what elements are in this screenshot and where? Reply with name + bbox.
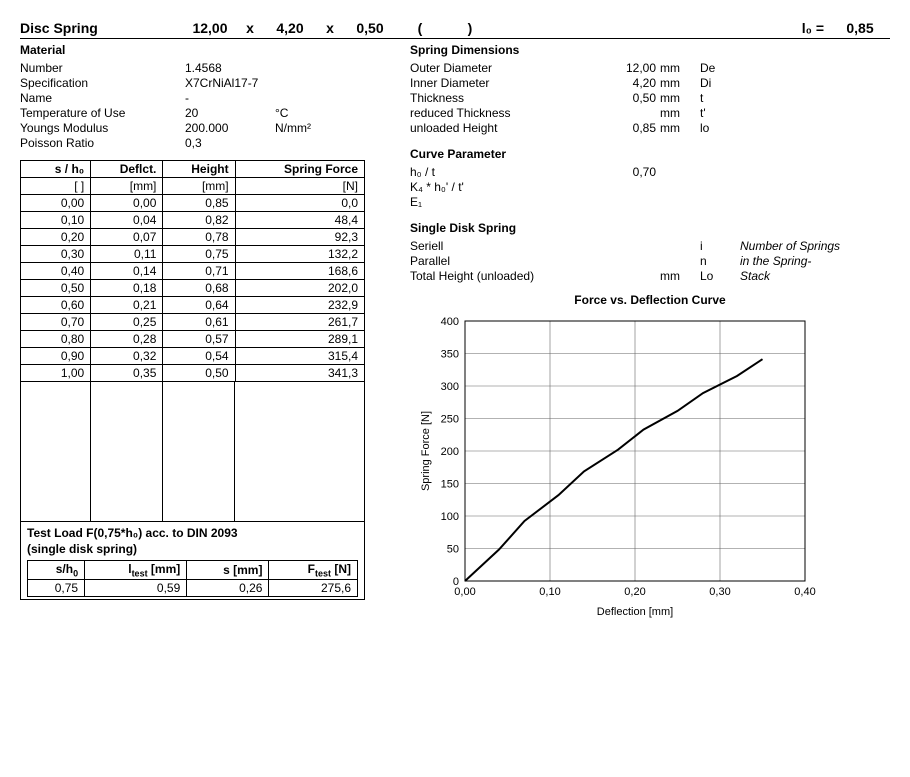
svg-text:350: 350 [441,349,459,361]
material-row: Number1.4568 [20,61,380,75]
dim-row: Thickness0,50mmt [410,91,890,105]
single-row: Parallelnin the Spring- [410,254,890,268]
material-title: Material [20,43,380,57]
hdr-parenl: ( [395,20,445,36]
svg-text:100: 100 [441,511,459,523]
hdr-io-val: 0,85 [830,20,890,36]
hdr-x1: x [235,20,265,36]
dim-row: Outer Diameter12,00mmDe [410,61,890,75]
table-row: 0,600,210,64232,9 [21,297,365,314]
dim-row: reduced Thicknessmmt' [410,106,890,120]
svg-text:0: 0 [453,576,459,588]
dim-row: Inner Diameter4,20mmDi [410,76,890,90]
chart-container: Force vs. Deflection Curve 0,000,100,200… [410,293,890,634]
doc-title: Disc Spring [20,20,185,36]
hdr-x2: x [315,20,345,36]
hdr-d3: 0,50 [345,20,395,36]
material-row: Poisson Ratio0,3 [20,136,380,150]
empty-table-area [20,382,365,522]
table-row: 0,000,000,850,0 [21,195,365,212]
curve-title: Curve Parameter [410,147,890,161]
table-row: 1,000,350,50341,3 [21,365,365,382]
hdr-io-label: l₀ = [790,20,830,36]
test-load-box: Test Load F(0,75*h₀) acc. to DIN 2093 (s… [20,522,365,600]
spring-table: s / h₀ Deflct. Height Spring Force [ ] [… [20,160,365,382]
table-row: 0,900,320,54315,4 [21,348,365,365]
test-title: Test Load F(0,75*h₀) acc. to DIN 2093 [27,526,358,540]
svg-text:50: 50 [447,544,459,556]
svg-text:Deflection [mm]: Deflection [mm] [597,606,673,618]
dim-row: unloaded Height0,85mmlo [410,121,890,135]
th-deflct: Deflct. [91,161,163,178]
table-row: 0,700,250,61261,7 [21,314,365,331]
test-sub: (single disk spring) [27,542,358,556]
table-row: 0,200,070,7892,3 [21,229,365,246]
curve-row: E₁ [410,195,890,209]
svg-text:200: 200 [441,446,459,458]
hdr-parenr: ) [445,20,495,36]
material-row: Youngs Modulus200.000N/mm² [20,121,380,135]
table-row: 0,300,110,75132,2 [21,246,365,263]
chart-title: Force vs. Deflection Curve [410,293,890,307]
single-row: Total Height (unloaded)mmLoStack [410,269,890,283]
single-row: SerielliNumber of Springs [410,239,890,253]
svg-text:300: 300 [441,381,459,393]
table-row: 0,800,280,57289,1 [21,331,365,348]
svg-text:0,30: 0,30 [709,586,730,598]
table-row: 0,400,140,71168,6 [21,263,365,280]
th-force: Spring Force [235,161,364,178]
curve-row: h₀ / t0,70 [410,165,890,179]
header-bar: Disc Spring 12,00 x 4,20 x 0,50 ( ) l₀ =… [20,20,890,39]
svg-text:0,40: 0,40 [794,586,815,598]
table-row: 0,500,180,68202,0 [21,280,365,297]
svg-text:150: 150 [441,479,459,491]
material-row: Temperature of Use20°C [20,106,380,120]
svg-text:250: 250 [441,414,459,426]
force-deflection-chart: 0,000,100,200,300,4005010015020025030035… [410,311,830,631]
svg-text:Spring Force [N]: Spring Force [N] [420,411,432,491]
svg-text:400: 400 [441,316,459,328]
material-row: SpecificationX7CrNiAl17-7 [20,76,380,90]
hdr-d1: 12,00 [185,20,235,36]
material-row: Name- [20,91,380,105]
curve-row: K₄ * h₀' / t' [410,180,890,194]
table-row: 0,100,040,8248,4 [21,212,365,229]
single-title: Single Disk Spring [410,221,890,235]
th-sho: s / h₀ [21,161,91,178]
th-height: Height [163,161,235,178]
dims-title: Spring Dimensions [410,43,890,57]
hdr-d2: 4,20 [265,20,315,36]
svg-text:0,20: 0,20 [624,586,645,598]
svg-text:0,10: 0,10 [539,586,560,598]
